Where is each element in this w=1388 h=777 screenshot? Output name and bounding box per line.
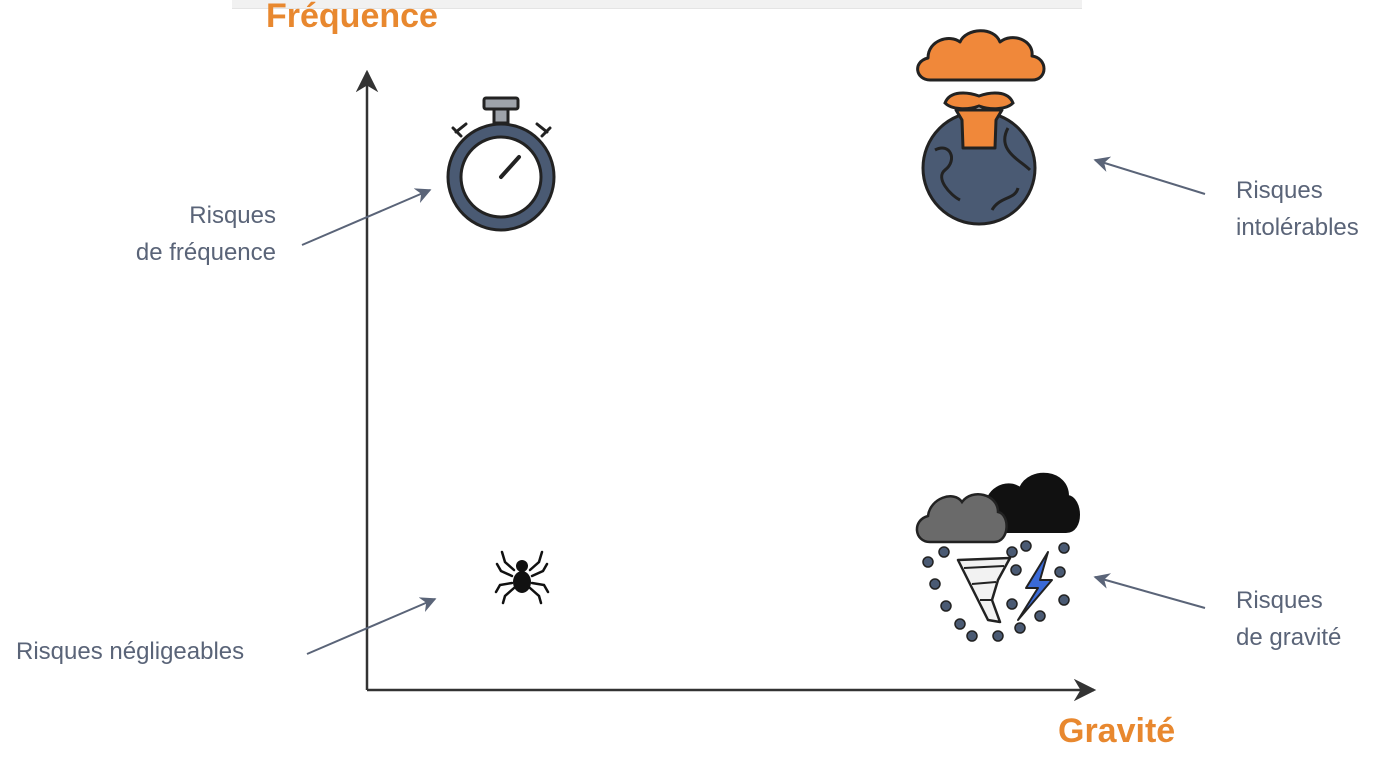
mushroom-cloud-earth-icon [916, 29, 1046, 226]
label-intolerable-line1: Risques [1236, 177, 1323, 204]
spider-icon [494, 550, 550, 605]
arrow-frequency [301, 188, 432, 246]
label-frequency-line2: de fréquence [135, 239, 276, 266]
arrow-negligible [306, 597, 437, 655]
label-intolerable-risks: Risques intolérables [1236, 172, 1359, 246]
arrow-gravity [1093, 573, 1206, 609]
x-axis-title: Gravité [1058, 712, 1176, 750]
label-gravity-line1: Risques [1236, 587, 1323, 614]
top-bar [232, 0, 1082, 9]
label-gravity-risks: Risques de gravité [1236, 582, 1341, 656]
storm-tornado-icon [915, 472, 1080, 642]
label-gravity-line2: de gravité [1236, 624, 1342, 651]
label-intolerable-line2: intolérables [1236, 214, 1359, 241]
y-axis-title: Fréquence [266, 0, 438, 35]
label-negligible-risks: Risques négligeables [16, 638, 245, 665]
arrow-intolerable [1093, 156, 1206, 195]
label-frequency-line1: Risques [189, 202, 276, 229]
stopwatch-icon [446, 96, 556, 232]
label-frequency-risks: Risques de fréquence [136, 197, 276, 271]
